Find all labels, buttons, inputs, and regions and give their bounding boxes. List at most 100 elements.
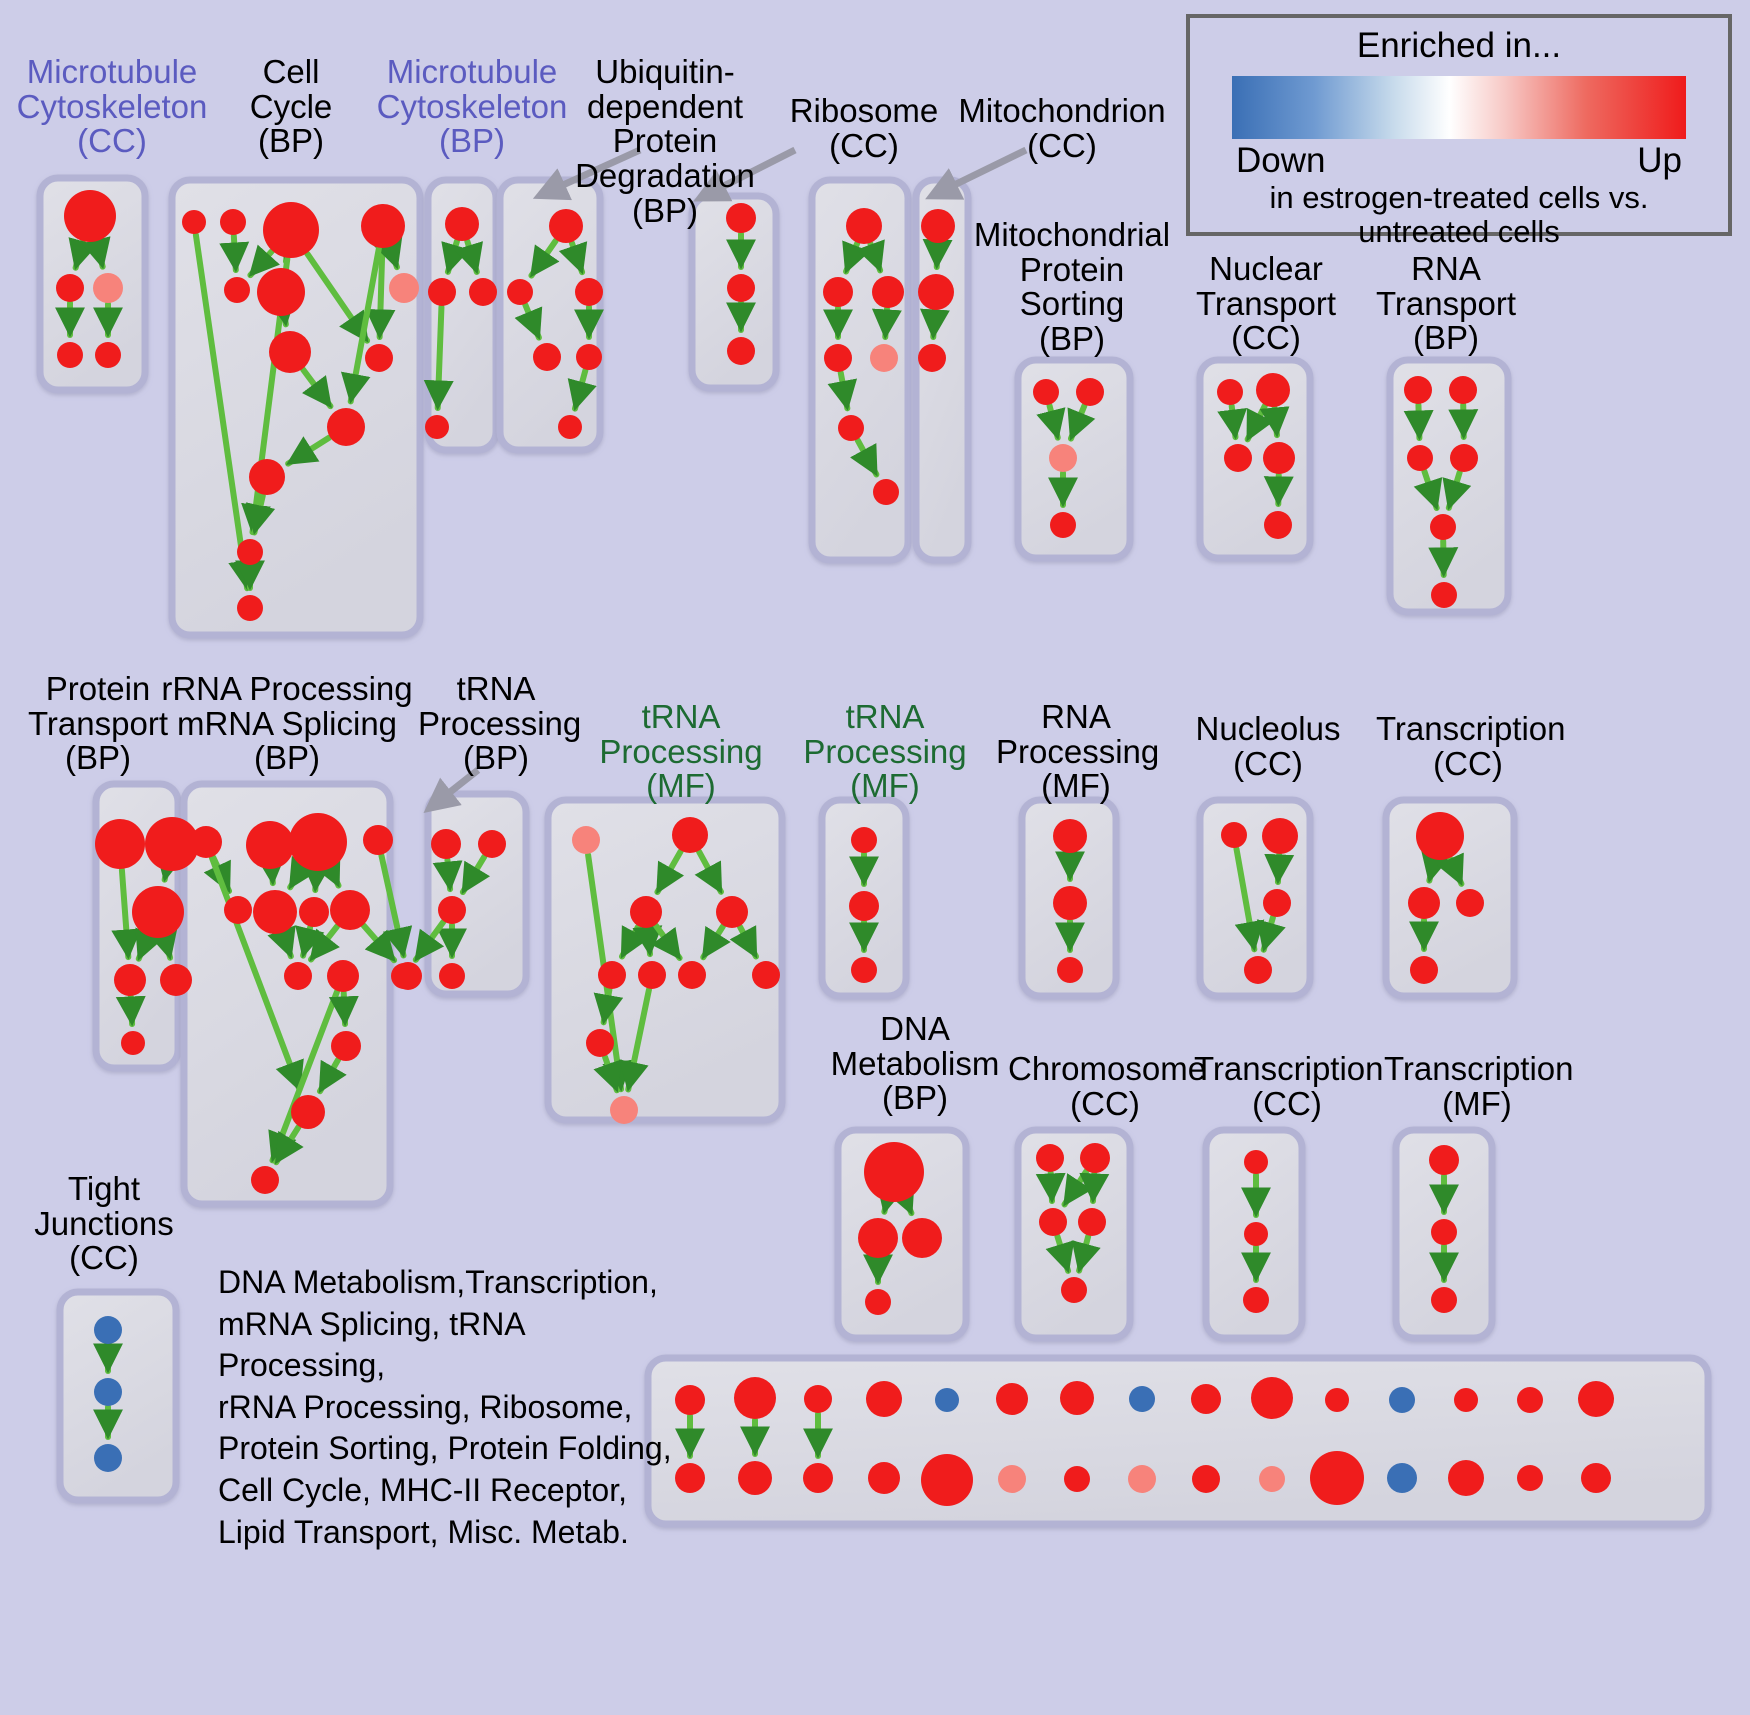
network-node (1076, 378, 1104, 406)
network-edge (619, 986, 652, 1093)
label-transcription-mf: Transcription (MF) (1384, 1050, 1574, 1122)
network-node (804, 1385, 832, 1413)
label-dna-metabolism-bp: DNA Metabolism (BP) (830, 1010, 1000, 1117)
network-node (675, 1463, 705, 1493)
network-node (864, 1142, 924, 1202)
network-node (257, 268, 305, 316)
label-rna-processing-mf: RNA Processing (MF) (996, 698, 1160, 805)
network-edge (365, 245, 396, 341)
network-node (851, 957, 877, 983)
network-edge (267, 925, 296, 960)
network-node (630, 896, 662, 928)
network-node (533, 343, 561, 371)
network-node (95, 342, 121, 368)
network-edge (922, 238, 953, 271)
label-ubiquitin-dependent-protein-degradation-bp: Ubiquitin- dependent Protein Degradation… (575, 53, 755, 229)
network-node (64, 190, 116, 242)
network-node (1217, 379, 1243, 405)
network-node (1129, 1386, 1155, 1412)
network-node (1431, 1287, 1457, 1313)
network-edge (1071, 1233, 1101, 1274)
network-node (1060, 1381, 1094, 1415)
network-node (1389, 1387, 1415, 1413)
network-node (1244, 956, 1272, 984)
network-node (251, 1166, 279, 1194)
network-node (330, 890, 370, 930)
label-microtubule-cytoskeleton-bp: Microtubule Cytoskeleton (BP) (376, 53, 568, 160)
network-node (918, 344, 946, 372)
label-trna-processing-mf-2: tRNA Processing (MF) (803, 698, 967, 805)
network-node (1410, 956, 1438, 984)
annotation-arrow (423, 767, 481, 814)
network-node (572, 826, 600, 854)
network-node (1387, 1463, 1417, 1493)
network-edge (558, 239, 588, 276)
network-node (95, 819, 145, 869)
nodes-layer (56, 190, 1614, 1506)
network-node (1431, 582, 1457, 608)
network-node (1049, 444, 1077, 472)
network-node (291, 1095, 325, 1129)
network-node (734, 1377, 776, 1419)
network-node (1221, 822, 1247, 848)
module-panel (180, 780, 394, 1208)
network-node (1450, 444, 1478, 472)
network-edge (1421, 850, 1451, 884)
network-edge (307, 923, 341, 963)
network-node (220, 209, 246, 235)
network-node (94, 1444, 122, 1472)
network-node (428, 278, 456, 306)
network-edge (148, 927, 178, 961)
network-edge (1436, 852, 1465, 887)
network-edge (593, 986, 624, 1026)
network-node (289, 813, 347, 871)
network-node (1454, 1388, 1478, 1412)
network-node (361, 204, 405, 248)
network-node (190, 826, 222, 858)
network-edge (528, 237, 560, 279)
network-edge (287, 855, 318, 891)
network-node (1517, 1387, 1543, 1413)
legend-down-label: Down (1236, 141, 1326, 180)
network-node (331, 1031, 361, 1061)
network-edge (1428, 537, 1459, 579)
network-node (1192, 1465, 1220, 1493)
network-edge (871, 305, 902, 341)
network-node (998, 1465, 1026, 1493)
network-node (253, 890, 297, 934)
network-edge (1067, 402, 1096, 442)
network-edge (155, 849, 185, 883)
network-edge (373, 236, 403, 271)
network-node (678, 961, 706, 989)
label-rna-transport-bp: RNA Transport (BP) (1376, 250, 1516, 357)
network-node (224, 896, 252, 924)
legend-box: Enriched in... Down Up in estrogen-treat… (1186, 14, 1732, 249)
network-node (1256, 373, 1290, 407)
label-microtubule-cytoskeleton-cc: Microtubule Cytoskeleton (CC) (16, 53, 208, 160)
network-edge (316, 1056, 347, 1095)
network-node (638, 961, 666, 989)
network-node (249, 459, 285, 495)
network-node (469, 278, 497, 306)
network-node (868, 1462, 900, 1494)
network-node (327, 408, 365, 446)
network-node (866, 1381, 902, 1417)
network-node (1251, 1377, 1293, 1419)
network-node (438, 896, 466, 924)
network-node (1449, 376, 1477, 404)
network-node (610, 1096, 638, 1124)
network-node (846, 208, 882, 244)
network-node (921, 209, 955, 243)
misc-modules-text: DNA Metabolism,Transcription, mRNA Splic… (218, 1264, 672, 1550)
network-edge (219, 232, 250, 274)
network-node (873, 479, 899, 505)
network-node (858, 1218, 898, 1258)
network-edge (876, 1181, 906, 1215)
network-node (1033, 379, 1059, 405)
network-node (114, 964, 146, 996)
network-node (1191, 1384, 1221, 1414)
network-node (872, 276, 904, 308)
network-edge (111, 866, 142, 961)
network-node (1061, 1277, 1087, 1303)
